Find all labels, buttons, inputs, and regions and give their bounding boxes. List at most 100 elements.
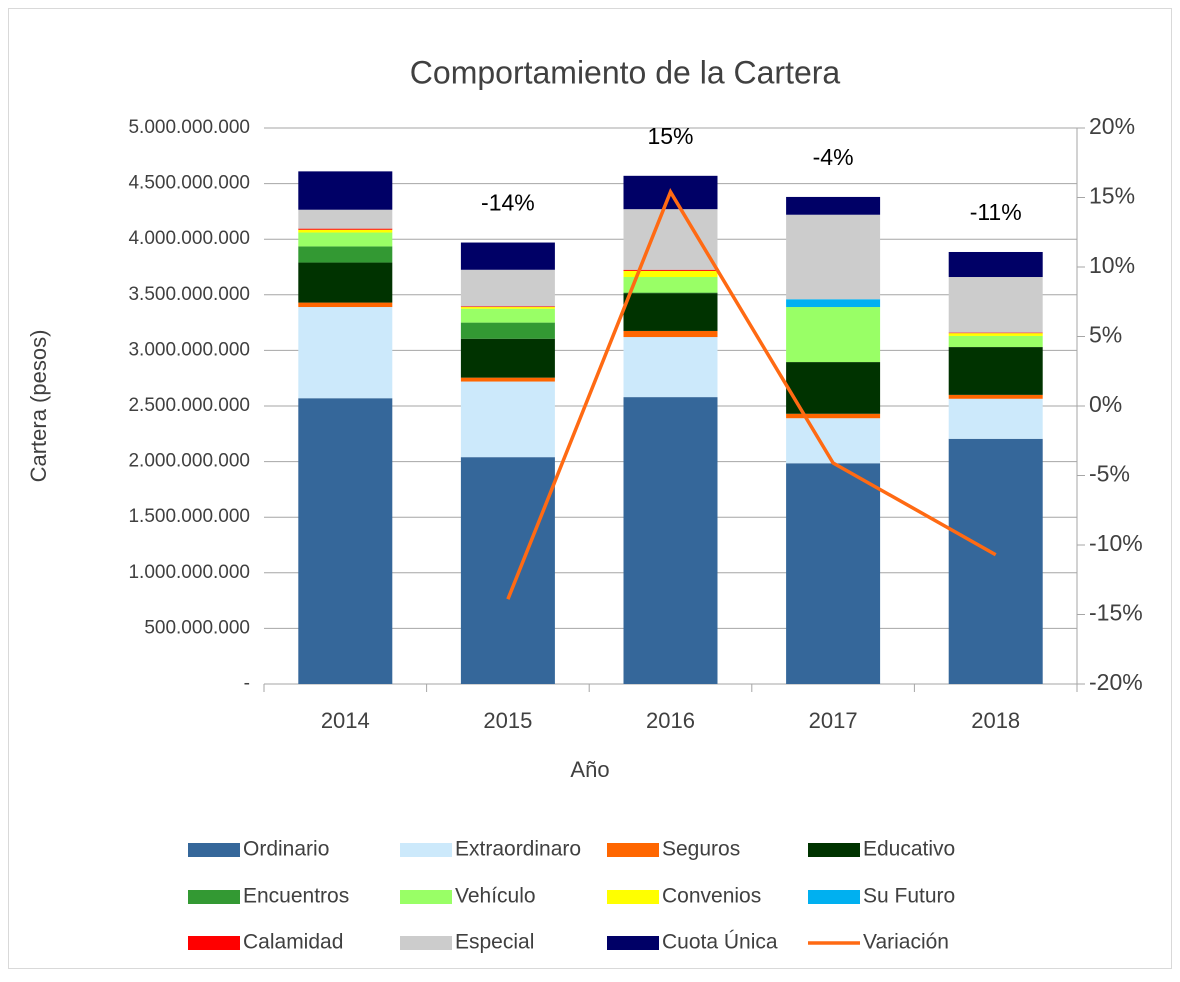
legend-label: Extraordinaro	[455, 838, 581, 861]
x-tick-label: 2015	[483, 708, 532, 733]
legend-swatch	[400, 936, 452, 950]
bar-segment	[298, 228, 393, 230]
data-label: -11%	[970, 199, 1022, 225]
bar-segment	[623, 269, 718, 271]
bar-segment	[460, 377, 555, 382]
y-tick-label: 3.000.000.000	[128, 339, 250, 360]
legend-label: Calamidad	[243, 931, 343, 954]
legend-label: Encuentros	[243, 885, 349, 908]
legend-swatch	[607, 843, 659, 857]
bar-segment	[460, 308, 555, 323]
legend-swatch	[188, 843, 240, 857]
bar-segment	[298, 307, 393, 399]
bar-segment	[623, 293, 718, 331]
line	[506, 188, 997, 600]
y2-tick-label: 5%	[1089, 322, 1122, 348]
y-tick-label: 4.500.000.000	[128, 173, 250, 194]
legend-label: Seguros	[662, 838, 740, 861]
legend-swatch	[188, 936, 240, 950]
bar-segment	[460, 307, 555, 309]
y2-tick-label: 15%	[1089, 183, 1135, 209]
x-tick-label: 2014	[321, 708, 370, 733]
y-tick-label: 5.000.000.000	[128, 117, 250, 138]
legend-swatch	[400, 843, 452, 857]
bar-segment	[623, 292, 718, 294]
y-tick-label: 1.500.000.000	[128, 506, 250, 527]
bar-segment	[623, 337, 718, 398]
y2-tick-label: -10%	[1089, 530, 1143, 556]
bar-segment	[460, 381, 555, 458]
bar-segment	[298, 262, 393, 303]
legend-swatch	[188, 890, 240, 904]
x-tick-label: 2018	[971, 708, 1020, 733]
data-label: -14%	[481, 190, 535, 216]
y2-tick-label: -5%	[1089, 461, 1130, 487]
y2-tick-label: 10%	[1089, 252, 1135, 278]
legend-label: Vehículo	[455, 885, 536, 908]
y2-tick-label: 20%	[1089, 113, 1135, 139]
y-tick-label: -	[244, 673, 250, 694]
bar-segment	[948, 438, 1043, 684]
y-tick-label: 2.000.000.000	[128, 451, 250, 472]
bar-segment	[623, 209, 718, 270]
bar-segment	[298, 398, 393, 684]
x-tick-label: 2016	[646, 708, 695, 733]
bar-segment	[948, 332, 1043, 334]
y2-tick-label: -15%	[1089, 600, 1143, 626]
legend-label: Cuota Única	[662, 931, 778, 954]
bar-segment	[786, 214, 881, 300]
bar-segment	[948, 251, 1043, 278]
data-label: -4%	[813, 144, 854, 170]
legend-swatch	[607, 890, 659, 904]
bar-segment	[948, 335, 1043, 348]
bar-segment	[460, 269, 555, 307]
legend-label: Especial	[455, 931, 534, 954]
bar-segment	[623, 277, 718, 293]
bar-segment	[460, 306, 555, 308]
y-axis-title: Cartera (pesos)	[26, 330, 51, 483]
bar-segment	[623, 270, 718, 278]
legend-label: Variación	[863, 931, 949, 954]
bar-segment	[948, 398, 1043, 439]
bar-segment	[786, 463, 881, 684]
bar-segment	[948, 333, 1043, 336]
bar-segment	[786, 307, 881, 363]
y-tick-label: 1.000.000.000	[128, 562, 250, 583]
y-tick-label: 500.000.000	[144, 617, 250, 638]
y-tick-label: 3.500.000.000	[128, 284, 250, 305]
data-label: 15%	[647, 123, 693, 149]
bar-segment	[623, 397, 718, 684]
bar-segment	[298, 209, 393, 229]
legend-label: Su Futuro	[863, 885, 955, 908]
bar-segment	[948, 394, 1043, 399]
bar-segment	[460, 338, 555, 378]
y-tick-label: 2.500.000.000	[128, 395, 250, 416]
bar-segment	[786, 413, 881, 419]
legend-swatch	[400, 890, 452, 904]
legend-swatch	[808, 890, 860, 904]
legend-swatch	[607, 936, 659, 950]
legend-label: Ordinario	[243, 838, 329, 861]
bar-segment	[948, 347, 1043, 395]
bar-segment	[786, 362, 881, 414]
bar-segment	[460, 242, 555, 270]
bar-segment	[623, 330, 718, 338]
bar-segment	[786, 418, 881, 464]
bar-segment	[298, 246, 393, 263]
y2-tick-label: 0%	[1089, 391, 1122, 417]
y-tick-label: 4.000.000.000	[128, 228, 250, 249]
bar-segment	[460, 322, 555, 339]
legend-label: Educativo	[863, 838, 955, 861]
bar-segment	[298, 171, 393, 210]
legend-swatch	[808, 843, 860, 857]
y2-tick-label: -20%	[1089, 669, 1143, 695]
x-axis-title: Año	[570, 757, 609, 782]
chart-title: Comportamiento de la Cartera	[410, 54, 841, 90]
bar-segment	[786, 299, 881, 308]
bar-segment	[460, 457, 555, 684]
bar-segment	[298, 229, 393, 233]
bar-segment	[948, 277, 1043, 333]
x-tick-label: 2017	[809, 708, 858, 733]
bar-segment	[298, 302, 393, 308]
